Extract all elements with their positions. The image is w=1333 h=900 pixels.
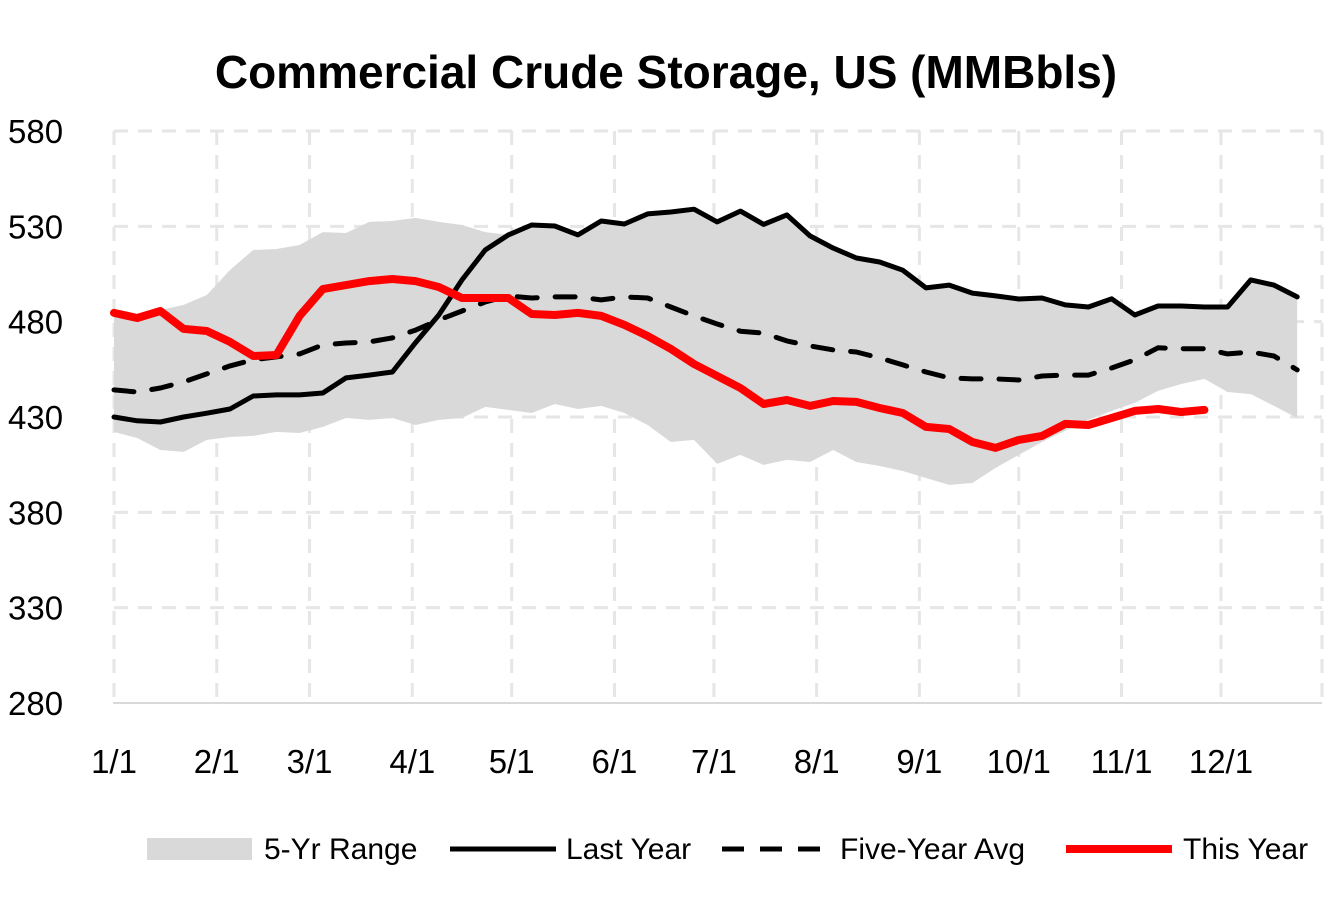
y-axis: 280 330 380 430 480 530 580 bbox=[8, 113, 63, 722]
x-tick-label: 4/1 bbox=[389, 743, 435, 780]
x-tick-label: 2/1 bbox=[194, 743, 240, 780]
range-area bbox=[114, 209, 1298, 485]
legend-label-last-year: Last Year bbox=[566, 833, 691, 866]
x-tick-label: 3/1 bbox=[287, 743, 333, 780]
chart-title: Commercial Crude Storage, US (MMBbls) bbox=[215, 46, 1117, 98]
y-tick-label: 330 bbox=[8, 590, 63, 627]
y-tick-label: 280 bbox=[8, 685, 63, 722]
y-tick-label: 580 bbox=[8, 113, 63, 150]
x-tick-label: 8/1 bbox=[794, 743, 840, 780]
x-tick-label: 7/1 bbox=[691, 743, 737, 780]
range-area-layer bbox=[114, 209, 1298, 485]
x-axis: 1/1 2/1 3/1 4/1 5/1 6/1 7/1 8/1 9/1 10/1 11/1 12/1 bbox=[91, 702, 1322, 780]
x-tick-label: 10/1 bbox=[987, 743, 1051, 780]
y-tick-label: 480 bbox=[8, 304, 63, 341]
series-five-year-avg bbox=[111, 293, 1300, 395]
series-last-year bbox=[111, 206, 1300, 425]
legend-label-range: 5-Yr Range bbox=[264, 833, 417, 866]
x-tick-label: 5/1 bbox=[489, 743, 535, 780]
y-tick-label: 430 bbox=[8, 399, 63, 436]
x-tick-label: 6/1 bbox=[592, 743, 638, 780]
y-tick-label: 530 bbox=[8, 208, 63, 245]
series-layer bbox=[110, 206, 1300, 452]
legend: 5-Yr Range Last Year Five-Year Avg This … bbox=[147, 833, 1308, 866]
x-tick-label: 1/1 bbox=[91, 743, 137, 780]
y-tick-label: 380 bbox=[8, 494, 63, 531]
legend-swatch-range bbox=[147, 838, 252, 860]
series-this-year bbox=[110, 275, 1209, 452]
x-tick-label: 11/1 bbox=[1091, 743, 1153, 780]
legend-label-five-year-avg: Five-Year Avg bbox=[840, 833, 1025, 866]
x-tick-label: 12/1 bbox=[1189, 743, 1253, 780]
legend-label-this-year: This Year bbox=[1183, 833, 1308, 866]
x-tick-label: 9/1 bbox=[896, 743, 942, 780]
